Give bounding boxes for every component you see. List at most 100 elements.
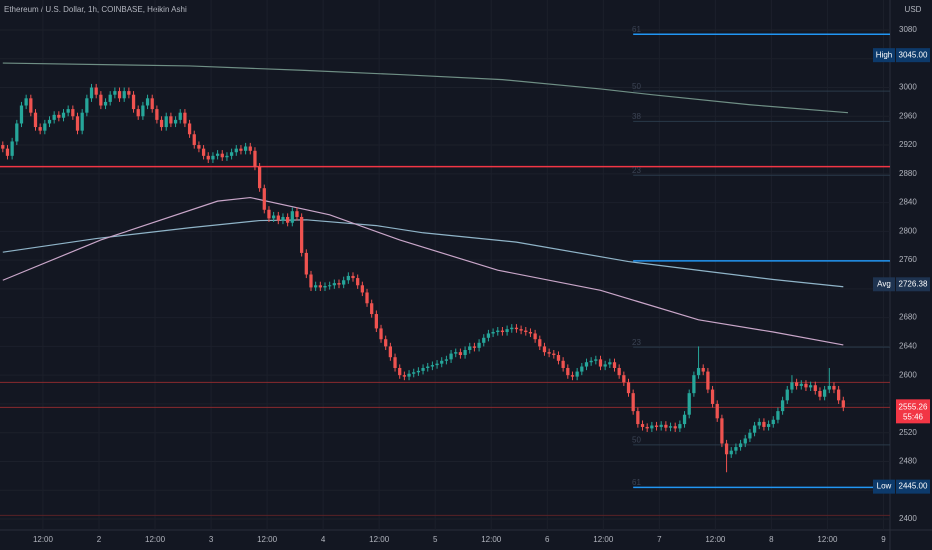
candle-body — [696, 367, 701, 376]
candle-body — [141, 105, 145, 117]
candle-body — [318, 285, 322, 288]
candle-body — [374, 314, 378, 329]
candle-body — [626, 382, 631, 394]
y-tick-label: 3000 — [899, 83, 917, 92]
candle-body — [757, 421, 761, 426]
candle-body — [780, 400, 785, 412]
candle-body — [197, 145, 201, 149]
candle-body — [771, 419, 775, 425]
candle-body — [290, 211, 294, 223]
candle-body — [528, 332, 533, 334]
candle-body — [738, 443, 743, 448]
candle-body — [594, 359, 598, 361]
candle-body — [201, 148, 206, 156]
x-tick-label: 12:00 — [817, 535, 838, 544]
candle-body — [402, 375, 407, 377]
candle-body — [832, 385, 836, 390]
candle-body — [822, 389, 827, 397]
candle-body — [89, 87, 94, 99]
y-tick-label: 2480 — [899, 457, 917, 466]
level-label: 50 — [632, 436, 641, 445]
candle-body — [682, 414, 687, 425]
candle-body — [150, 98, 154, 110]
candle-body — [10, 141, 14, 156]
candle-body — [131, 94, 136, 110]
candle-body — [267, 209, 271, 219]
candle-body — [692, 375, 696, 394]
candle-body — [654, 425, 659, 427]
price-badge-label: 2726.38 — [899, 279, 928, 288]
candle-body — [547, 352, 551, 354]
candle-body — [472, 346, 477, 348]
candle-body — [790, 382, 794, 390]
candle-body — [407, 373, 411, 377]
candle-body — [257, 166, 262, 189]
level-label: 50 — [632, 82, 641, 91]
chart-title: Ethereum / U.S. Dollar, 1h, COINBASE, He… — [4, 5, 187, 14]
y-tick-label: 2680 — [899, 313, 917, 322]
x-tick-label: 12:00 — [705, 535, 726, 544]
candle-body — [220, 153, 224, 158]
candle-body — [486, 333, 491, 338]
candle-body — [612, 362, 617, 368]
candle-body — [80, 112, 84, 131]
candle-body — [243, 146, 248, 151]
candle-body — [300, 216, 304, 253]
last-price-badge — [896, 399, 930, 424]
candle-body — [514, 327, 519, 330]
y-tick-label: 3080 — [899, 25, 917, 34]
price-badge-label: 3045.00 — [899, 50, 928, 59]
candle-body — [785, 389, 789, 401]
x-tick-label: 12:00 — [33, 535, 54, 544]
candle-body — [24, 98, 28, 106]
candle-body — [211, 155, 215, 160]
candle-body — [640, 424, 645, 427]
candle-body — [117, 91, 122, 99]
candle-body — [734, 447, 738, 451]
y-tick-label: 2600 — [899, 370, 917, 379]
candle-body — [398, 367, 402, 376]
currency: USD — [905, 5, 922, 14]
level-label: 23 — [632, 166, 641, 175]
candle-body — [444, 359, 449, 361]
candle-body — [458, 352, 463, 356]
candle-body — [178, 112, 182, 120]
candle-body — [808, 385, 813, 388]
candle-body — [103, 101, 108, 106]
candle-body — [61, 112, 66, 118]
candle-body — [215, 153, 220, 156]
moving-average — [2, 219, 844, 288]
candle-body — [1, 145, 5, 149]
y-tick-label: 2960 — [899, 111, 917, 120]
candle-body — [617, 367, 621, 376]
candle-body — [435, 363, 439, 366]
candle-body — [636, 411, 640, 425]
candle-body — [524, 330, 528, 333]
candle-body — [85, 98, 89, 113]
candle-body — [720, 418, 724, 444]
candle-body — [678, 424, 682, 429]
candle-body — [752, 425, 757, 433]
candle-body — [580, 366, 584, 372]
candle-body — [454, 352, 458, 354]
candle-body — [538, 339, 542, 347]
candle-body — [295, 211, 299, 217]
level-label: 23 — [632, 338, 641, 347]
candle-body — [52, 114, 56, 120]
candle-body — [225, 155, 229, 158]
candle-body — [813, 385, 817, 391]
candle-body — [552, 353, 556, 356]
candle-body — [379, 328, 383, 340]
x-tick-label: 12:00 — [145, 535, 166, 544]
candle-body — [169, 116, 173, 124]
candle-body — [108, 94, 112, 102]
candle-body — [183, 112, 187, 124]
candle-body — [332, 283, 336, 286]
x-tick-label: 6 — [545, 535, 550, 544]
candle-body — [762, 421, 766, 427]
candle-body — [412, 372, 416, 374]
level-label: 61 — [632, 25, 641, 34]
y-tick-label: 2400 — [899, 514, 917, 523]
candle-body — [356, 278, 360, 286]
candle-body — [566, 367, 570, 376]
